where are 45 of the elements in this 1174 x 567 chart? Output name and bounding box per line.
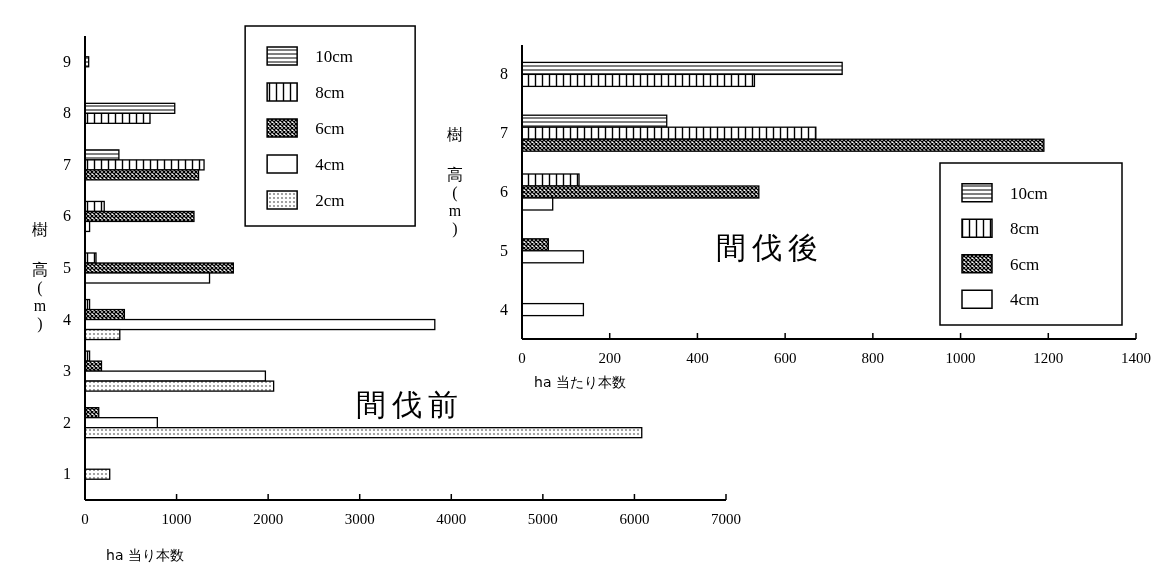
x-tick-label: 3000 bbox=[344, 511, 375, 527]
x-tick-label: 5000 bbox=[527, 511, 558, 527]
y-tick-label: 4 bbox=[500, 300, 508, 318]
y-tick-label: 4 bbox=[63, 310, 71, 328]
x-tick-label: 1400 bbox=[1121, 350, 1151, 366]
legend-label: 2cm bbox=[315, 191, 345, 210]
x-tick-label: 6000 bbox=[619, 511, 650, 527]
y-tick-label: 1 bbox=[63, 465, 71, 483]
y-tick-label: 3 bbox=[63, 362, 71, 380]
y-tick-label: 7 bbox=[500, 124, 508, 142]
x-tick-label: 400 bbox=[686, 350, 709, 366]
y-tick-label: 8 bbox=[63, 104, 71, 122]
y-tick-label: 9 bbox=[63, 52, 71, 70]
legend-label: 6cm bbox=[315, 119, 345, 138]
text: 間伐後 bbox=[716, 231, 824, 264]
x-axis-title: ha 当り本数 bbox=[106, 547, 184, 563]
legend-label: 10cm bbox=[1010, 183, 1048, 203]
x-tick-label: 200 bbox=[598, 350, 621, 366]
legend-label: 10cm bbox=[315, 47, 353, 66]
x-tick-label: 0 bbox=[518, 350, 526, 366]
y-tick-label: 2 bbox=[63, 413, 71, 431]
x-tick-label: 0 bbox=[81, 511, 89, 527]
y-tick-label: 6 bbox=[63, 207, 71, 225]
text: 樹高(m) bbox=[447, 126, 463, 237]
y-tick-label: 7 bbox=[63, 155, 71, 173]
x-tick-label: 7000 bbox=[711, 511, 741, 527]
legend-label: 8cm bbox=[1010, 219, 1040, 239]
text: 樹高(m) bbox=[32, 221, 48, 332]
y-tick-label: 5 bbox=[500, 241, 508, 259]
x-tick-label: 1000 bbox=[945, 350, 976, 366]
legend-label: 6cm bbox=[1010, 254, 1040, 274]
text: 間伐前 bbox=[356, 388, 464, 421]
y-tick-label: 8 bbox=[500, 65, 508, 83]
x-tick-label: 4000 bbox=[436, 511, 467, 527]
x-tick-label: 1200 bbox=[1033, 350, 1064, 366]
x-axis-title: ha 当たり本数 bbox=[534, 374, 626, 390]
x-tick-label: 1000 bbox=[161, 511, 192, 527]
x-tick-label: 2000 bbox=[253, 511, 284, 527]
x-tick-label: 800 bbox=[861, 350, 885, 366]
legend-label: 4cm bbox=[315, 155, 345, 174]
y-tick-label: 6 bbox=[500, 183, 508, 200]
legend-label: 4cm bbox=[1010, 290, 1040, 310]
legend-label: 8cm bbox=[315, 83, 345, 102]
y-tick-label: 5 bbox=[63, 259, 71, 276]
x-tick-label: 600 bbox=[773, 350, 797, 366]
